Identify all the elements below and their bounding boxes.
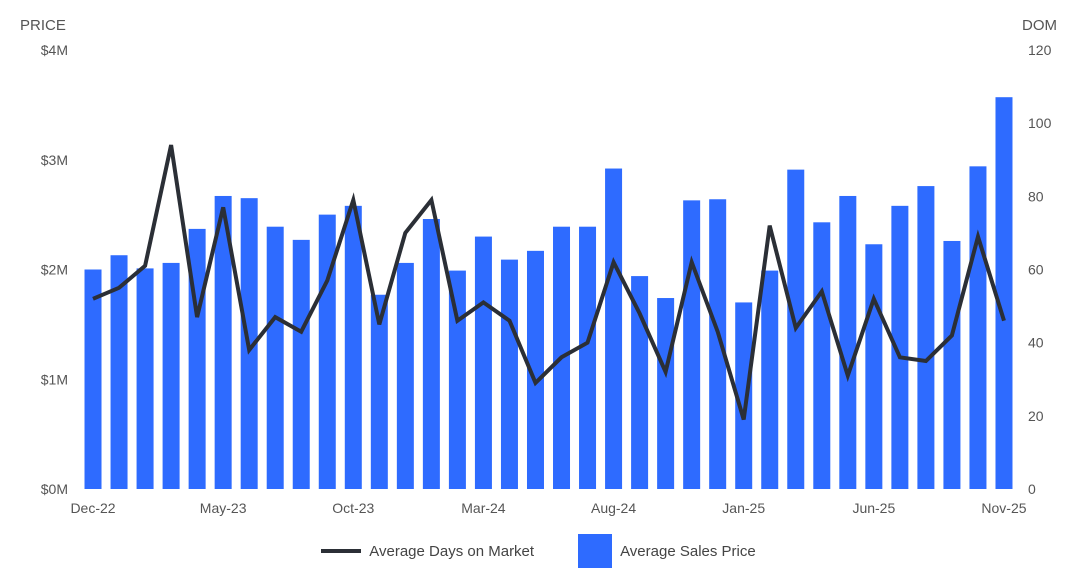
line-swatch-icon — [321, 549, 362, 553]
dom-line-layer — [92, 144, 1006, 421]
price-bar — [370, 294, 388, 489]
chart-legend: Average Days on Market Average Sales Pri… — [0, 534, 1077, 568]
price-bar — [318, 214, 336, 489]
right-axis-title: DOM — [1022, 17, 1057, 34]
price-bar — [526, 250, 544, 489]
x-tick-label: Oct-23 — [332, 500, 374, 516]
left-tick-label: $4M — [41, 42, 68, 58]
price-bar — [344, 205, 362, 489]
price-bar — [110, 255, 128, 489]
left-tick-label: $1M — [41, 371, 68, 387]
price-bar — [448, 270, 466, 489]
right-tick-label: 20 — [1028, 408, 1044, 424]
price-bar — [943, 240, 961, 489]
price-bar — [657, 298, 675, 489]
legend-item-dom[interactable]: Average Days on Market — [321, 543, 534, 560]
left-axis-title: PRICE — [20, 17, 66, 34]
dom-line — [92, 144, 1006, 421]
price-bar — [84, 269, 102, 489]
right-tick-label: 80 — [1028, 188, 1044, 204]
price-bar — [839, 195, 857, 489]
right-tick-label: 120 — [1028, 42, 1052, 58]
price-bar — [500, 259, 518, 489]
price-bar — [292, 239, 310, 489]
left-axis-ticks: $0M $1M $2M $3M $4M — [41, 42, 68, 497]
bar-swatch-icon — [578, 534, 613, 568]
price-bar — [474, 236, 492, 489]
right-tick-label: 60 — [1028, 262, 1044, 278]
price-bar — [214, 195, 232, 489]
price-bar — [266, 226, 284, 489]
x-tick-label: Jun-25 — [852, 500, 895, 516]
price-bar — [631, 276, 649, 489]
x-tick-label: Aug-24 — [591, 500, 636, 516]
price-bar — [396, 262, 414, 489]
left-tick-label: $3M — [41, 152, 68, 168]
price-bar — [865, 244, 883, 489]
price-bar — [605, 168, 623, 489]
price-bar — [969, 166, 987, 489]
legend-label-price: Average Sales Price — [620, 542, 756, 560]
x-axis-ticks: Dec-22 May-23 Oct-23 Mar-24 Aug-24 Jan-25 Jun-… — [70, 500, 1026, 516]
price-bar — [761, 270, 779, 489]
price-bar — [917, 186, 935, 489]
price-bar — [422, 219, 440, 489]
price-bar — [813, 222, 831, 489]
x-tick-label: Dec-22 — [70, 500, 115, 516]
price-bar — [683, 200, 701, 490]
x-tick-label: Nov-25 — [981, 500, 1026, 516]
left-tick-label: $0M — [41, 481, 68, 497]
price-bars — [84, 97, 1013, 490]
x-tick-label: May-23 — [200, 500, 247, 516]
price-bar — [735, 302, 753, 489]
price-bar — [579, 226, 597, 489]
price-bar — [891, 205, 909, 489]
price-bar — [136, 268, 154, 489]
legend-label-dom: Average Days on Market — [369, 542, 535, 560]
legend-item-price[interactable]: Average Sales Price — [578, 534, 756, 568]
price-bar — [995, 97, 1013, 489]
right-tick-label: 40 — [1028, 335, 1044, 351]
right-axis-ticks: 0 20 40 60 80 100 120 — [1028, 42, 1052, 497]
x-tick-label: Jan-25 — [722, 500, 765, 516]
right-tick-label: 100 — [1028, 115, 1052, 131]
left-tick-label: $2M — [41, 262, 68, 278]
right-tick-label: 0 — [1028, 481, 1036, 497]
chart-canvas: PRICE DOM $0M $1M $2M $3M $4M 0 20 40 60 80 100 12… — [20, 17, 1057, 516]
x-tick-label: Mar-24 — [461, 500, 506, 516]
price-bar — [709, 199, 727, 489]
price-bar — [162, 262, 180, 489]
